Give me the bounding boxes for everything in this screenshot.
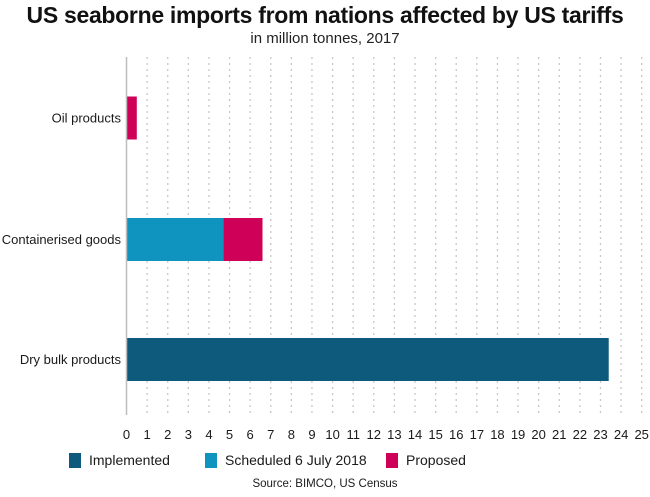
x-tick-label: 4 [205,427,212,442]
x-tick-label: 8 [288,427,295,442]
x-tick-label: 13 [387,427,401,442]
bars [126,96,609,381]
x-tick-label: 2 [164,427,171,442]
category-label: Oil products [52,111,122,126]
x-tick-label: 22 [573,427,587,442]
x-tick-label: 0 [123,427,130,442]
legend-swatch-scheduled [205,452,217,468]
x-tick-label: 7 [267,427,274,442]
bar-proposed [223,218,263,261]
x-tick-label: 6 [247,427,254,442]
legend-item-proposed: Proposed [386,452,466,468]
category-labels: Oil products Containerised goods Dry bulk … [2,111,122,368]
category-label: Containerised goods [2,232,122,247]
legend-label-scheduled: Scheduled 6 July 2018 [225,452,367,468]
x-tick-label: 19 [511,427,525,442]
x-tick-label: 18 [490,427,504,442]
x-tick-label: 24 [614,427,628,442]
x-tick-label: 11 [346,427,360,442]
x-tick-label: 5 [226,427,233,442]
x-tick-labels: 0 1 2 3 4 5 6 7 8 9 10 11 12 13 14 15 16 17 18 19 20 21 22 23 24… [123,427,649,442]
legend-item-scheduled: Scheduled 6 July 2018 [205,452,367,468]
x-tick-label: 25 [634,427,648,442]
x-tick-label: 21 [552,427,566,442]
x-tick-label: 1 [143,427,150,442]
category-label: Dry bulk products [20,352,122,367]
x-tick-label: 9 [308,427,315,442]
chart-subtitle: in million tonnes, 2017 [250,30,400,47]
x-tick-label: 17 [470,427,484,442]
chart-title: US seaborne imports from nations affecte… [26,2,624,28]
legend: Implemented Scheduled 6 July 2018 Propos… [0,452,650,470]
x-tick-label: 16 [449,427,463,442]
x-tick-label: 23 [593,427,607,442]
bar-implemented [126,338,609,381]
legend-item-implemented: Implemented [69,452,170,468]
x-tick-label: 12 [367,427,381,442]
legend-label-implemented: Implemented [89,452,170,468]
legend-swatch-implemented [69,452,81,468]
x-tick-label: 15 [428,427,442,442]
x-tick-label: 14 [408,427,422,442]
bar-scheduled-6-july-2018 [126,218,224,261]
x-tick-label: 10 [325,427,339,442]
source-note: Source: BIMCO, US Census [252,478,398,490]
x-tick-label: 20 [531,427,545,442]
bar-proposed [126,96,137,140]
legend-label-proposed: Proposed [406,452,466,468]
legend-swatch-proposed [386,452,398,468]
x-tick-label: 3 [185,427,192,442]
bar-chart: Oil products Containerised goods Dry bulk … [2,57,649,442]
